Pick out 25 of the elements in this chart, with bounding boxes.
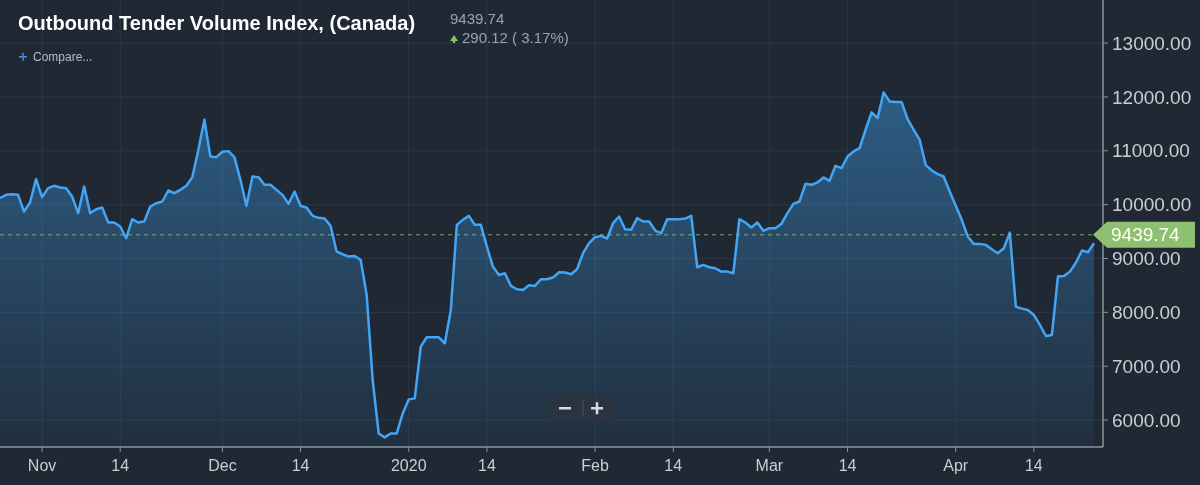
y-tick-label: 6000.00: [1112, 409, 1181, 431]
x-tick-label: Feb: [581, 457, 609, 474]
y-tick-label: 9000.00: [1112, 248, 1181, 270]
x-tick-label: 14: [111, 457, 130, 474]
annotation: 9439.74: [450, 10, 505, 27]
x-tick-label: Apr: [943, 457, 969, 474]
y-tick-label: 13000.00: [1112, 32, 1192, 54]
x-tick-label: 14: [291, 457, 310, 474]
text: Outbound Tender Volume Index, (Canada): [18, 12, 416, 34]
x-tick-label: Dec: [208, 457, 237, 474]
y-tick-label: 7000.00: [1112, 355, 1181, 377]
x-tick-label: Nov: [27, 457, 57, 474]
annotation: Compare...: [33, 50, 93, 64]
x-tick-label: 14: [477, 457, 496, 474]
x-tick-label: Mar: [755, 457, 784, 474]
y-tick-label: 11000.00: [1112, 140, 1190, 162]
x-tick-label: 14: [838, 457, 857, 474]
y-tick-label: 8000.00: [1112, 302, 1181, 324]
annotation: 290.12 ( 3.17%): [462, 29, 569, 46]
ref-line-label: 9439.74: [1111, 224, 1181, 246]
y-tick-label: 10000.00: [1112, 194, 1192, 216]
x-tick-label: 14: [1024, 457, 1043, 474]
x-tick-label: 14: [664, 457, 683, 474]
y-tick-label: 12000.00: [1112, 86, 1192, 108]
x-tick-label: 2020: [390, 457, 427, 474]
